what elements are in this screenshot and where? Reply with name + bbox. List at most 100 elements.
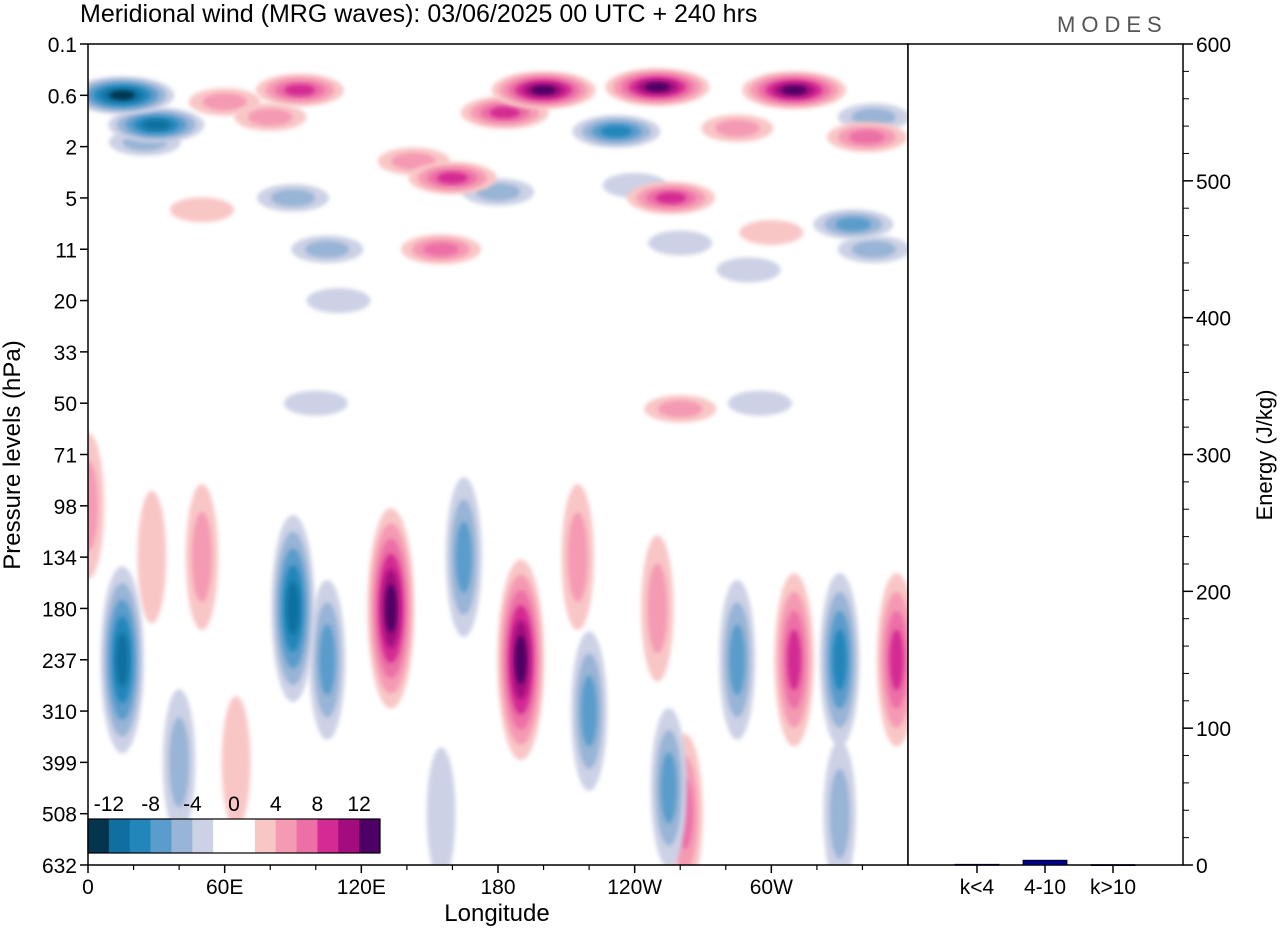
wind-anomaly-13-level-2: [851, 108, 896, 126]
wind-anomaly-1-level-5: [142, 119, 170, 130]
wind-anomaly-32-level-2: [88, 460, 98, 551]
wind-anomaly-24-level-1: [648, 230, 713, 256]
y-tick-label-11: 180: [42, 598, 77, 621]
energy-tick-label-4: 400: [1196, 308, 1231, 331]
wind-anomaly-16-level-4: [655, 192, 687, 204]
colorbar-swatch-11: [317, 819, 339, 853]
wind-anomaly-33-level-5: [116, 633, 129, 687]
colorbar-swatch-3: [150, 819, 172, 853]
colorbar: -12 -8 -4 0 4 8 12: [87, 793, 381, 854]
y-tick-label-4: 11: [55, 239, 77, 262]
colorbar-swatch-0: [88, 819, 110, 853]
x-axis-label: Longitude: [444, 900, 549, 927]
colorbar-swatch-4: [171, 819, 193, 853]
colorbar-swatch-7: [234, 819, 256, 853]
wind-anomaly-20-level-2: [270, 189, 316, 207]
wind-anomaly-27-level-1: [716, 257, 781, 283]
wind-anomaly-4-level-4: [284, 84, 316, 96]
wind-anomaly-41-level-2: [567, 512, 588, 603]
y-tick-label-9: 98: [54, 496, 77, 519]
wind-anomaly-10-level-6: [781, 85, 807, 95]
heatmap-plot-area: [88, 44, 908, 865]
wind-anomaly-3-level-2: [202, 93, 247, 111]
colorbar-swatch-12: [338, 819, 360, 853]
colorbar-label-2: -4: [183, 793, 202, 816]
energy-cat-label-0: k<4: [960, 876, 995, 899]
heatmap-field: [88, 68, 908, 865]
wind-anomaly-48-level-4: [832, 629, 847, 690]
wind-anomaly-25-level-2: [305, 240, 350, 258]
colorbar-swatch-10: [296, 819, 318, 853]
wind-anomaly-46-level-3: [729, 624, 746, 696]
wind-anomaly-23-level-1: [739, 220, 804, 245]
wind-anomaly-47-level-4: [787, 629, 801, 690]
colorbar-label-1: -8: [141, 793, 160, 816]
chart-title: Meridional wind (MRG waves): 03/06/2025 …: [80, 0, 757, 28]
wind-anomaly-19-level-3: [835, 217, 872, 231]
wind-anomaly-39-level-3: [455, 521, 472, 593]
wind-anomaly-43-level-2: [647, 563, 668, 654]
wind-anomaly-12-level-3: [849, 130, 885, 144]
modes-logo: MODES: [1057, 12, 1168, 37]
energy-tick-label-1: 100: [1196, 718, 1231, 741]
wind-anomaly-52-level-1: [426, 747, 456, 865]
colorbar-swatch-9: [275, 819, 297, 853]
wind-anomaly-9-level-4: [601, 125, 632, 138]
wind-anomaly-29-level-1: [283, 390, 348, 416]
wind-anomaly-31-level-1: [727, 390, 792, 416]
wind-anomaly-21-level-1: [169, 197, 234, 223]
energy-tick-label-3: 300: [1196, 445, 1231, 468]
y-tick-label-14: 399: [42, 752, 77, 775]
colorbar-swatch-13: [359, 819, 381, 853]
longitude-axis: 0 60E 120E 180 120W 60W: [82, 865, 864, 899]
wind-anomaly-38-level-6: [385, 584, 397, 633]
energy-tick-label-6: 600: [1196, 34, 1231, 57]
colorbar-label-5: 8: [312, 793, 324, 816]
wind-anomaly-37-level-3: [319, 624, 336, 696]
energy-bar-1: [1022, 859, 1068, 866]
colorbar-swatch-5: [192, 819, 214, 853]
x-tick-label-2: 120E: [337, 876, 386, 899]
wind-anomaly-14-level-4: [437, 172, 468, 184]
energy-plot-area: [907, 43, 1184, 866]
wind-anomaly-5-level-2: [248, 108, 293, 126]
wind-anomaly-22-level-3: [423, 242, 459, 256]
y-axis-label: Pressure levels (hPa): [0, 340, 26, 569]
x-tick-label-0: 0: [82, 876, 94, 899]
colorbar-label-0: -12: [94, 793, 124, 816]
energy-axis-label: Energy (J/kg): [1252, 390, 1277, 521]
wind-anomaly-51-level-1: [221, 696, 251, 829]
y-tick-label-6: 33: [54, 342, 77, 365]
energy-tick-label-5: 500: [1196, 171, 1231, 194]
energy-cat-label-2: k>10: [1090, 876, 1136, 899]
y-tick-label-13: 310: [42, 701, 77, 724]
colorbar-swatch-2: [129, 819, 151, 853]
energy-bars: k<4 4-10 k>10: [954, 859, 1136, 899]
y-tick-label-15: 508: [42, 804, 77, 827]
y-tick-label-3: 5: [65, 188, 77, 211]
y-tick-label-7: 50: [54, 393, 77, 416]
colorbar-label-6: 12: [347, 793, 370, 816]
y-tick-label-1: 0.6: [48, 85, 77, 108]
y-tick-label-12: 237: [42, 650, 77, 673]
wind-anomaly-28-level-1: [306, 288, 371, 314]
y-tick-label-16: 632: [42, 855, 77, 878]
wind-anomaly-26-level-2: [851, 240, 896, 258]
wind-anomaly-50-level-2: [169, 717, 190, 808]
energy-tick-label-2: 200: [1196, 581, 1231, 604]
wind-anomaly-11-level-2: [715, 119, 760, 137]
wind-anomaly-0-level-6: [109, 90, 135, 100]
colorbar-frame: [87, 818, 381, 854]
colorbar-label-4: 4: [270, 793, 282, 816]
energy-cat-label-1: 4-10: [1024, 876, 1066, 899]
colorbar-swatch-6: [213, 819, 235, 853]
wind-anomaly-6-level-6: [531, 85, 557, 95]
x-tick-label-3: 180: [480, 876, 515, 899]
energy-axis: 0 100 200 300 400 500 600: [1183, 34, 1231, 878]
wind-anomaly-45-level-3: [660, 752, 677, 824]
y-tick-label-5: 20: [54, 291, 77, 314]
wind-anomaly-8-level-6: [644, 82, 671, 92]
wind-anomaly-49-level-4: [889, 629, 904, 690]
wind-anomaly-30-level-2: [658, 400, 703, 418]
